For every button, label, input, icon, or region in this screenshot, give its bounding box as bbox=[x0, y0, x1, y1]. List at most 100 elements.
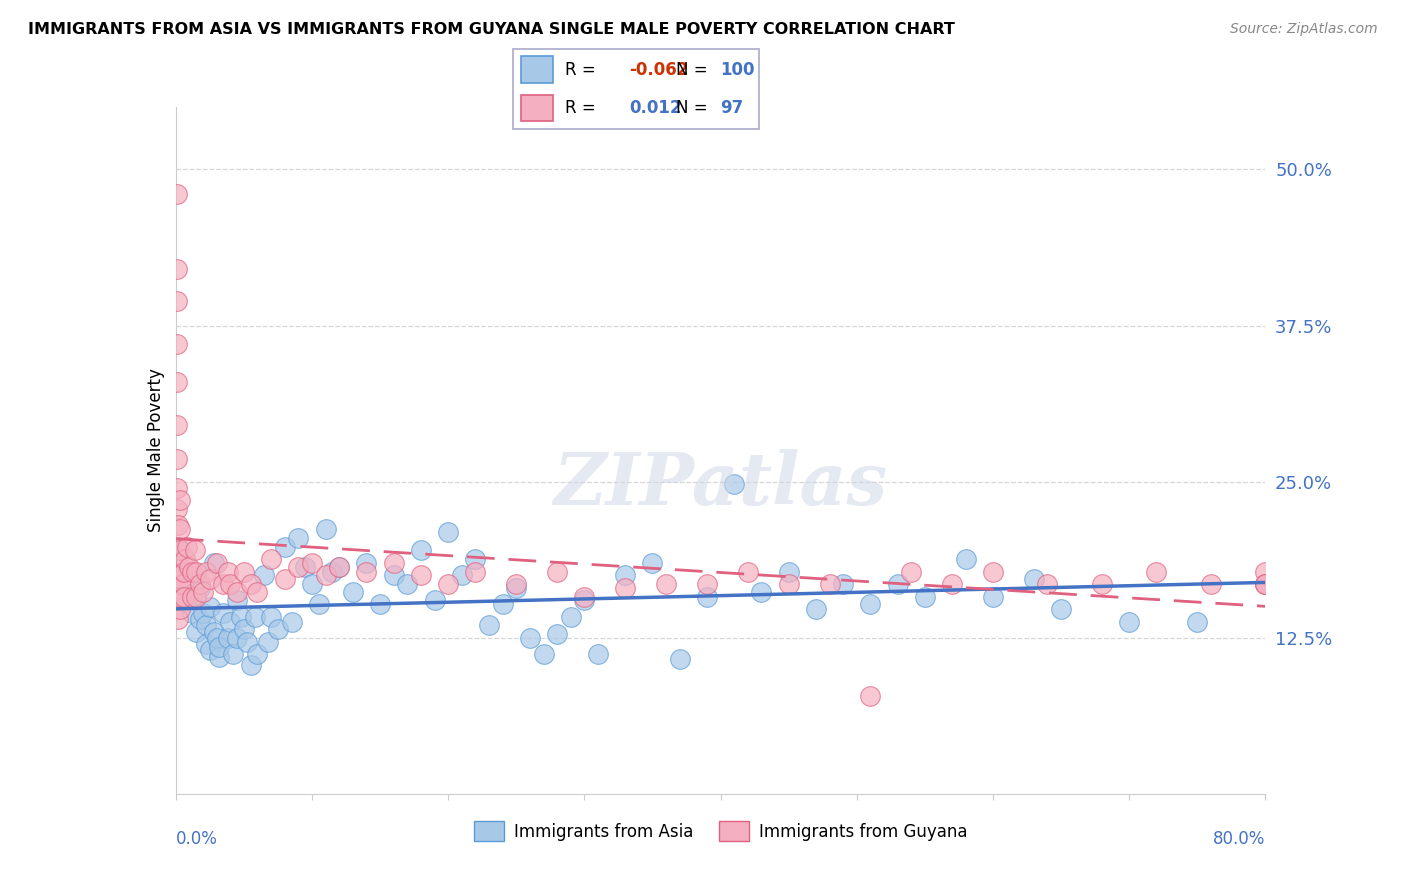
Text: Source: ZipAtlas.com: Source: ZipAtlas.com bbox=[1230, 22, 1378, 37]
Point bbox=[450, 568, 472, 582]
Point bbox=[167, 543, 190, 558]
Point bbox=[169, 522, 191, 536]
Point bbox=[166, 375, 188, 389]
Point bbox=[519, 631, 541, 645]
Point bbox=[173, 590, 195, 604]
Point bbox=[287, 559, 309, 574]
Point bbox=[166, 337, 188, 351]
Text: N =: N = bbox=[675, 61, 707, 78]
Point bbox=[382, 568, 405, 582]
Point bbox=[222, 647, 245, 661]
Point bbox=[172, 577, 194, 591]
Point bbox=[208, 640, 231, 654]
Point bbox=[167, 593, 190, 607]
Point bbox=[166, 187, 188, 202]
Point bbox=[308, 597, 330, 611]
Point bbox=[179, 559, 201, 574]
Point bbox=[169, 543, 191, 558]
Point bbox=[194, 637, 217, 651]
Point bbox=[253, 568, 276, 582]
Point bbox=[176, 540, 198, 554]
Point bbox=[356, 565, 378, 579]
Point bbox=[1254, 577, 1277, 591]
Point bbox=[219, 577, 242, 591]
Point bbox=[202, 556, 225, 570]
Text: R =: R = bbox=[565, 61, 596, 78]
Point bbox=[328, 559, 350, 574]
Point bbox=[226, 631, 249, 645]
Point bbox=[186, 565, 208, 579]
Point bbox=[167, 556, 190, 570]
Text: R =: R = bbox=[565, 99, 596, 117]
Point bbox=[188, 581, 211, 595]
Point bbox=[914, 590, 936, 604]
Point bbox=[1050, 602, 1073, 616]
Point bbox=[188, 577, 211, 591]
Point bbox=[859, 597, 882, 611]
Point bbox=[169, 493, 191, 508]
Text: 0.0%: 0.0% bbox=[176, 830, 218, 847]
Point bbox=[166, 481, 188, 495]
Point bbox=[409, 568, 432, 582]
Legend: Immigrants from Asia, Immigrants from Guyana: Immigrants from Asia, Immigrants from Gu… bbox=[467, 814, 974, 847]
Point bbox=[1118, 615, 1140, 629]
Point bbox=[778, 565, 800, 579]
Point bbox=[560, 609, 582, 624]
Point bbox=[886, 577, 908, 591]
Point bbox=[301, 556, 323, 570]
Point bbox=[243, 609, 266, 624]
Point bbox=[181, 565, 204, 579]
Point bbox=[257, 634, 280, 648]
Point bbox=[186, 624, 208, 639]
Point bbox=[832, 577, 855, 591]
Point bbox=[1254, 565, 1277, 579]
Point bbox=[900, 565, 922, 579]
Point bbox=[1091, 577, 1114, 591]
Point bbox=[315, 568, 337, 582]
Point bbox=[194, 565, 217, 579]
Point bbox=[181, 606, 204, 620]
Point bbox=[217, 631, 239, 645]
Point bbox=[586, 647, 609, 661]
Point bbox=[205, 556, 228, 570]
Point bbox=[804, 602, 827, 616]
Point bbox=[1187, 615, 1209, 629]
Text: N =: N = bbox=[675, 99, 707, 117]
Point bbox=[198, 572, 221, 586]
Point bbox=[437, 577, 460, 591]
Point bbox=[505, 577, 527, 591]
Point bbox=[1144, 565, 1167, 579]
Point bbox=[859, 690, 882, 704]
Text: IMMIGRANTS FROM ASIA VS IMMIGRANTS FROM GUYANA SINGLE MALE POVERTY CORRELATION C: IMMIGRANTS FROM ASIA VS IMMIGRANTS FROM … bbox=[28, 22, 955, 37]
Point bbox=[246, 647, 269, 661]
Point bbox=[169, 587, 191, 601]
Point bbox=[198, 643, 221, 657]
Text: ZIPatlas: ZIPatlas bbox=[554, 450, 887, 520]
Point bbox=[169, 602, 191, 616]
Point bbox=[219, 615, 242, 629]
Point bbox=[546, 627, 568, 641]
Point bbox=[478, 618, 501, 632]
Point bbox=[751, 584, 773, 599]
Point bbox=[166, 293, 188, 308]
Bar bbox=[520, 56, 553, 83]
Point bbox=[239, 658, 262, 673]
Point bbox=[260, 609, 283, 624]
Point bbox=[246, 584, 269, 599]
Point bbox=[315, 522, 337, 536]
Point bbox=[614, 568, 637, 582]
Point bbox=[818, 577, 841, 591]
Point bbox=[167, 581, 190, 595]
Point bbox=[546, 565, 568, 579]
Point bbox=[492, 597, 515, 611]
Point bbox=[409, 543, 432, 558]
Point bbox=[464, 552, 486, 566]
Point bbox=[172, 565, 194, 579]
Point bbox=[1022, 572, 1045, 586]
Point bbox=[342, 584, 364, 599]
Point bbox=[1254, 577, 1277, 591]
Point bbox=[574, 593, 596, 607]
Point bbox=[778, 577, 800, 591]
Point bbox=[696, 590, 718, 604]
Point bbox=[170, 590, 193, 604]
